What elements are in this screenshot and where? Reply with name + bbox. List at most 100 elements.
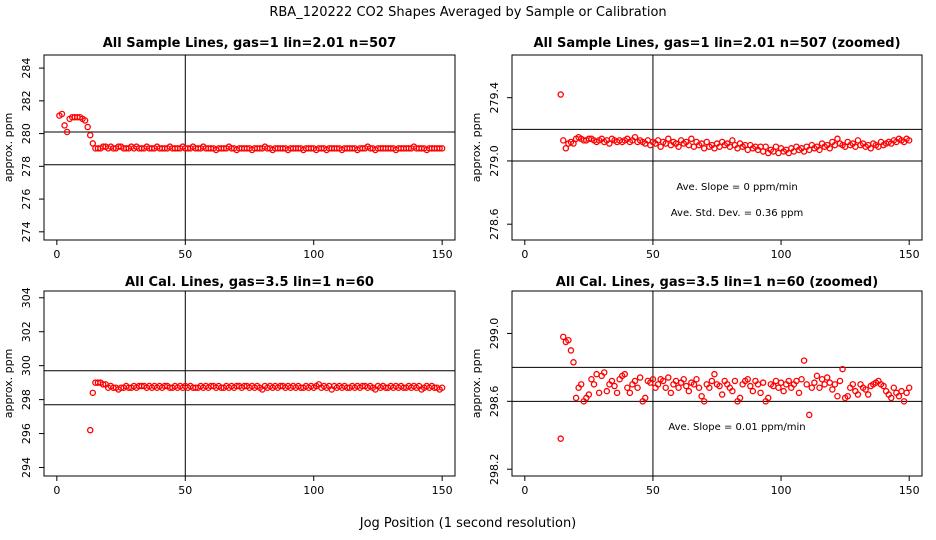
data-point	[601, 369, 608, 376]
panel-title: All Sample Lines, gas=1 lin=2.01 n=507 (…	[533, 36, 900, 51]
x-tick-label: 0	[521, 484, 528, 497]
data-point	[780, 387, 787, 395]
data-point	[675, 384, 682, 391]
y-axis-label: approx. ppm	[470, 349, 483, 419]
data-point	[557, 435, 564, 442]
panel-title: All Cal. Lines, gas=3.5 lin=1 n=60	[125, 275, 374, 290]
data-point	[685, 387, 693, 395]
data-point	[611, 382, 618, 390]
data-point	[58, 110, 66, 118]
y-axis-label: approx. ppm	[2, 113, 15, 183]
panel-sample-lines: All Sample Lines, gas=1 lin=2.01 n=507 0 5…	[2, 36, 456, 261]
data-point	[654, 381, 662, 388]
data-point	[690, 381, 698, 388]
data-point	[621, 370, 629, 378]
data-point	[698, 392, 705, 400]
data-point	[688, 135, 695, 143]
plot-frame	[511, 54, 923, 241]
data-point	[631, 133, 639, 141]
data-point	[716, 382, 723, 390]
data-point	[731, 377, 739, 385]
x-tick-label: 50	[646, 248, 660, 261]
data-point	[567, 347, 575, 354]
data-point	[821, 381, 828, 388]
data-point	[816, 384, 823, 391]
data-point	[706, 384, 713, 391]
data-point	[813, 372, 821, 380]
data-point	[736, 394, 744, 402]
data-point	[890, 384, 898, 391]
data-point	[844, 392, 851, 400]
y-tick-label: 298.2	[488, 453, 501, 485]
data-point	[703, 138, 711, 146]
data-point	[657, 143, 664, 150]
data-point	[631, 377, 639, 385]
data-point	[636, 374, 644, 381]
data-point	[562, 145, 570, 152]
data-point	[438, 145, 446, 152]
y-tick-label: 300	[20, 355, 33, 376]
y-tick-label: 298	[20, 389, 33, 410]
data-point	[880, 382, 887, 390]
data-point	[642, 394, 649, 402]
x-tick-label: 150	[432, 248, 453, 261]
data-point	[729, 387, 736, 395]
data-point	[570, 359, 577, 366]
data-point	[795, 389, 803, 397]
shared-x-axis-label: Jog Position (1 second resolution)	[359, 516, 577, 531]
data-point	[762, 143, 769, 150]
data-point	[759, 379, 767, 386]
y-tick-label: 279.4	[488, 82, 501, 114]
data-point	[665, 135, 672, 143]
x-tick-label: 0	[53, 484, 60, 497]
data-point	[675, 143, 682, 150]
data-point	[624, 384, 631, 391]
data-point	[834, 392, 841, 400]
data-point	[867, 145, 875, 152]
stat-annotation: Ave. Slope = 0.01 ppm/min	[668, 422, 805, 433]
y-tick-label: 276	[20, 189, 33, 210]
data-point	[898, 387, 905, 395]
data-point	[839, 365, 846, 373]
y-tick-label: 282	[20, 90, 33, 111]
data-point	[806, 411, 813, 419]
data-point	[557, 91, 564, 98]
data-point	[777, 379, 785, 386]
x-tick-label: 150	[899, 484, 920, 497]
data-point	[99, 381, 107, 388]
data-point	[63, 128, 71, 136]
data-point	[595, 389, 603, 397]
y-tick-label: 296	[20, 423, 33, 444]
data-point	[667, 389, 675, 397]
data-point	[798, 376, 805, 383]
data-point	[854, 137, 862, 144]
data-point	[903, 389, 910, 397]
data-point	[86, 131, 94, 139]
data-point	[89, 389, 97, 397]
y-tick-label: 279.0	[488, 145, 501, 177]
data-point	[86, 426, 94, 434]
data-point	[700, 398, 708, 405]
plot-frame	[43, 54, 456, 241]
panel-sample-lines-zoomed: All Sample Lines, gas=1 lin=2.01 n=507 (…	[470, 36, 923, 261]
x-tick-label: 50	[178, 484, 192, 497]
data-point	[831, 381, 839, 388]
data-point	[700, 145, 708, 152]
x-tick-label: 150	[432, 484, 453, 497]
data-point	[606, 140, 613, 147]
panel-cal-lines-zoomed: All Cal. Lines, gas=3.5 lin=1 n=60 (zoom…	[470, 275, 923, 497]
data-point	[708, 377, 716, 385]
plot-frame	[43, 290, 456, 477]
panel-cal-lines: All Cal. Lines, gas=3.5 lin=1 n=60 0 50 100…	[2, 275, 456, 497]
data-point	[772, 143, 780, 150]
y-tick-label: 299.0	[488, 318, 501, 350]
data-point	[905, 384, 913, 391]
main-title: RBA_120222 CO2 Shapes Averaged by Sample…	[269, 5, 667, 20]
data-point	[711, 370, 718, 378]
y-tick-label: 278.6	[488, 208, 501, 240]
data-point	[765, 394, 772, 402]
data-point	[818, 376, 826, 383]
data-point	[816, 146, 823, 154]
y-tick-label: 294	[20, 457, 33, 478]
